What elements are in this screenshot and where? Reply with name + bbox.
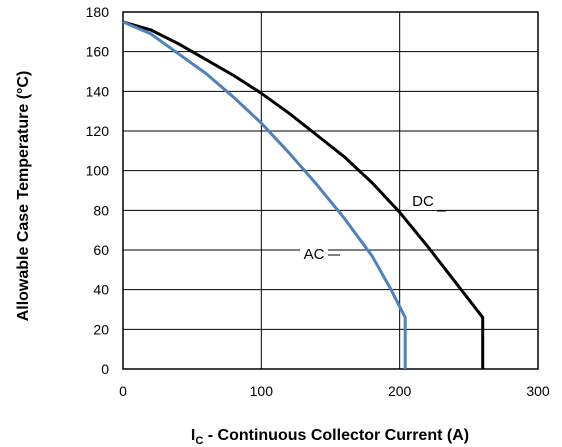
x-tick-label: 200 — [388, 383, 412, 399]
x-axis-title-rest: - Continuous Collector Current (A) — [203, 427, 469, 444]
series-label-bg-ac — [300, 245, 328, 263]
x-tick-label: 100 — [250, 383, 274, 399]
series-labels: DC AC — [300, 192, 446, 263]
x-tick-label: 0 — [119, 383, 127, 399]
y-tick-label: 20 — [93, 321, 109, 337]
plot-area — [122, 11, 539, 370]
tick-labels: 0 20 40 60 80 100 120 140 160 180 0 100 200 300 — [86, 4, 550, 399]
y-tick-label: 120 — [86, 123, 110, 139]
y-tick-label: 180 — [86, 4, 110, 20]
grid — [122, 11, 539, 370]
x-axis-title-subscript: C — [195, 435, 203, 447]
series-line-dc — [122, 20, 485, 369]
y-tick-label: 80 — [93, 202, 109, 218]
y-tick-label: 100 — [86, 163, 110, 179]
series-label-ac: AC — [304, 246, 325, 263]
x-axis-title: IC - Continuous Collector Current (A) — [191, 427, 469, 447]
series-label-dc: DC — [412, 193, 434, 210]
x-axis-title-main: I — [191, 427, 195, 444]
y-tick-label: 0 — [101, 361, 109, 377]
series-lines — [122, 20, 485, 369]
y-tick-label: 160 — [86, 44, 110, 60]
series-label-bg-dc — [409, 192, 437, 210]
series-line-ac — [122, 20, 407, 369]
y-tick-label: 140 — [86, 83, 110, 99]
y-tick-label: 40 — [93, 282, 109, 298]
x-tick-label: 300 — [526, 383, 550, 399]
y-tick-label: 60 — [93, 242, 109, 258]
y-axis-title: Allowable Case Temperature (°C) — [15, 71, 32, 322]
